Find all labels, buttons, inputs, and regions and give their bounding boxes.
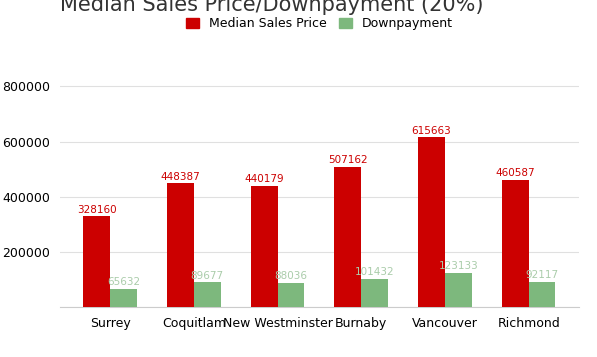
Text: 88036: 88036 — [275, 271, 307, 281]
Bar — [110, 289, 137, 307]
Bar — [167, 183, 194, 307]
Text: Median Sales Price/Downpayment (20%): Median Sales Price/Downpayment (20%) — [60, 0, 483, 15]
Bar — [445, 273, 472, 307]
Bar — [502, 180, 529, 307]
Text: 92117: 92117 — [525, 270, 559, 280]
Text: 448387: 448387 — [161, 172, 201, 182]
Text: 101432: 101432 — [355, 267, 395, 277]
Bar — [251, 186, 278, 307]
Bar — [194, 282, 221, 307]
Text: 123133: 123133 — [438, 261, 478, 271]
Bar — [529, 282, 555, 307]
Bar — [84, 216, 110, 307]
Text: 440179: 440179 — [244, 174, 284, 184]
Text: 615663: 615663 — [412, 126, 451, 136]
Text: 460587: 460587 — [496, 168, 535, 178]
Bar — [278, 283, 304, 307]
Text: 89677: 89677 — [190, 271, 224, 281]
Bar — [361, 279, 388, 307]
Legend: Median Sales Price, Downpayment: Median Sales Price, Downpayment — [186, 17, 453, 30]
Text: 65632: 65632 — [107, 277, 140, 287]
Text: 507162: 507162 — [328, 155, 368, 165]
Bar — [334, 167, 361, 307]
Text: 328160: 328160 — [77, 205, 116, 215]
Bar — [418, 137, 445, 307]
